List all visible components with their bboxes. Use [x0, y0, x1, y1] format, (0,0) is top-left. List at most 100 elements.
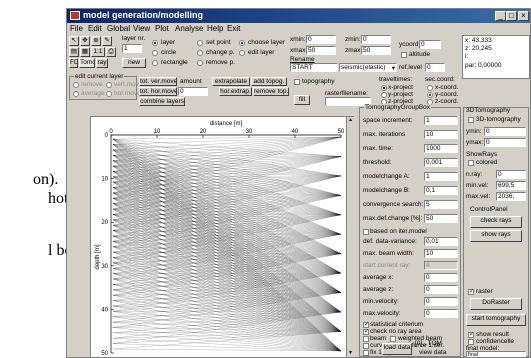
tomo-field-input[interactable]: 1 — [424, 172, 458, 181]
tomo-field-input[interactable]: 10 — [424, 130, 458, 139]
load-data-button[interactable]: load data — [382, 343, 412, 355]
save-icon[interactable]: ▦ — [80, 47, 90, 57]
radio-circle[interactable] — [152, 50, 158, 56]
ymin-input[interactable]: 0 — [484, 127, 526, 136]
radio-average[interactable] — [73, 91, 79, 97]
confidencelle-checkbox[interactable] — [468, 339, 474, 345]
colored-checkbox[interactable] — [468, 160, 474, 166]
view-data-link[interactable]: view data — [419, 349, 447, 356]
print-icon[interactable]: ⎙ — [106, 47, 116, 57]
zoom-reset-button[interactable]: 1:1 — [91, 47, 105, 57]
radio-vert-move[interactable] — [106, 82, 112, 88]
extrapolate-button[interactable]: extrapolate — [212, 77, 250, 86]
fix-1-layer-checkbox[interactable] — [363, 350, 369, 356]
tomo-field-input[interactable]: 0,001 — [424, 158, 458, 167]
draw-icon[interactable]: ✎ — [102, 36, 112, 46]
maximize-button[interactable]: □ — [506, 11, 517, 21]
tot-hor-move-button[interactable]: tot. hor.move — [139, 87, 177, 96]
rasterfilename-input[interactable] — [325, 97, 371, 106]
do-raster-button[interactable]: DoRaster — [470, 298, 522, 310]
radio-remove[interactable] — [73, 82, 79, 88]
start-tomography-button[interactable]: start tomography — [466, 314, 526, 326]
fill-button[interactable]: fill — [294, 95, 310, 105]
tomo-field-input[interactable]: 1 — [424, 116, 458, 125]
tomo3d-checkbox[interactable] — [468, 117, 474, 123]
show-rays-button[interactable]: show rays — [470, 230, 522, 242]
topography-checkbox[interactable] — [294, 79, 300, 85]
radio-set-point[interactable] — [197, 40, 203, 46]
scroll-down-icon[interactable]: ▼ — [348, 350, 353, 356]
tab-ray[interactable]: ray — [96, 58, 108, 68]
amount-input[interactable]: 0 — [178, 87, 208, 96]
tomo-field-input[interactable]: 5 — [424, 200, 458, 209]
radio-y-coord[interactable] — [427, 92, 433, 98]
tab-fd[interactable]: FD — [69, 58, 78, 68]
zmin-input[interactable]: 0 — [361, 35, 391, 44]
radio-y-project[interactable] — [381, 92, 387, 98]
tomo-field-input[interactable]: 0,1 — [424, 186, 458, 195]
check-no-ray-area-checkbox[interactable]: ✓ — [363, 329, 370, 335]
add-topog-button[interactable]: add topog. — [251, 77, 287, 86]
show-result-checkbox[interactable]: ✓ — [468, 332, 475, 338]
select-icon[interactable]: ↖ — [69, 36, 79, 46]
tomo-field-input[interactable]: 0 — [424, 285, 458, 294]
radio-remove-p[interactable] — [197, 60, 203, 66]
tot-ver-move-button[interactable]: tot. ver.move — [139, 77, 177, 86]
menu-file[interactable]: File — [70, 24, 83, 33]
radio-choose-layer[interactable] — [239, 40, 245, 46]
radio-change-p[interactable] — [197, 50, 203, 56]
hor-extrap-button[interactable]: hor.extrap. — [219, 87, 252, 96]
weighted-beam-checkbox[interactable] — [390, 336, 396, 342]
tomo-field-input[interactable]: 50 — [424, 214, 458, 223]
ymax-input[interactable]: 0 — [484, 138, 526, 147]
beam-checkbox[interactable] — [363, 336, 369, 342]
altitude-checkbox[interactable] — [401, 52, 407, 58]
tomo-field-input[interactable]: 0,01 — [424, 237, 458, 246]
new-layer-button[interactable]: new — [122, 58, 146, 68]
maxvel-input[interactable]: 2036, — [496, 192, 526, 201]
zoom-icon[interactable]: ⊕ — [91, 36, 101, 46]
move-icon[interactable]: ✥ — [80, 36, 90, 46]
menu-analyse[interactable]: Analyse — [175, 24, 204, 33]
radio-x-coord[interactable] — [427, 85, 433, 91]
tomo-field-input[interactable]: 4 — [424, 261, 458, 270]
based-on-iter-model-checkbox[interactable] — [363, 229, 369, 235]
raster-checkbox[interactable]: ✓ — [468, 289, 475, 295]
menu-exit[interactable]: Exit — [227, 24, 241, 33]
tomo-field-input[interactable]: 1000 — [424, 144, 458, 153]
rename-input[interactable]: START — [290, 63, 338, 72]
nray-input[interactable]: 0 — [496, 170, 526, 179]
zmax-input[interactable]: 50 — [361, 46, 391, 55]
combine-layers-button[interactable]: combine layers — [139, 97, 185, 106]
tomo-field-input[interactable]: 0 — [424, 273, 458, 282]
ref-level-input[interactable]: 0 — [425, 63, 445, 72]
final-model-input[interactable]: final — [466, 351, 526, 357]
radio-edit-layer[interactable] — [239, 50, 245, 56]
xmin-input[interactable]: 0 — [306, 35, 336, 44]
menu-edit[interactable]: Edit — [88, 24, 102, 33]
menu-help[interactable]: Help — [207, 24, 224, 33]
ycoord-input[interactable]: 0 — [419, 40, 441, 49]
minvel-input[interactable]: 699,5 — [496, 181, 526, 190]
close-button[interactable]: × — [518, 11, 529, 21]
scroll-up-icon[interactable]: ▲ — [348, 117, 353, 123]
tab-tomo[interactable]: Tomo — [79, 58, 95, 68]
tomo-field-input[interactable]: 0 — [424, 309, 458, 318]
plot-scrollbar[interactable]: ▲ ▼ — [346, 117, 354, 357]
radio-rectangle[interactable] — [152, 60, 158, 66]
open-icon[interactable]: ▤ — [69, 47, 79, 57]
menu-view[interactable]: View — [133, 24, 151, 33]
statistical-criterium-checkbox[interactable]: ✓ — [363, 322, 370, 328]
minimize-button[interactable]: _ — [495, 11, 506, 21]
model-type-select[interactable]: seismic(elastic) ▾ — [339, 63, 397, 72]
menu-plot[interactable]: Plot — [155, 24, 169, 33]
curved-ray-checkbox[interactable] — [363, 343, 369, 349]
layer-nr-input[interactable]: 1 — [122, 44, 142, 53]
radio-hor-move[interactable] — [106, 91, 112, 97]
radio-x-project[interactable] — [381, 85, 387, 91]
check-rays-button[interactable]: check rays — [470, 216, 522, 228]
remove-top-button[interactable]: remove top. — [253, 87, 289, 96]
title-bar[interactable]: model generation/modelling _ □ × — [67, 9, 530, 23]
xmax-input[interactable]: 50 — [306, 46, 336, 55]
tomo-field-input[interactable]: 0 — [424, 297, 458, 306]
